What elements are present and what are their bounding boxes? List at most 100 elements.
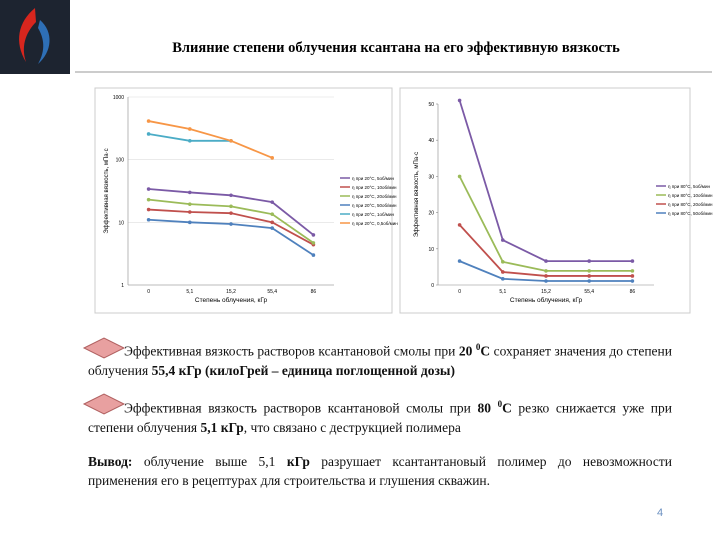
point [587,274,591,278]
point [544,269,548,273]
y-tick-label: 10 [118,220,124,226]
y-tick-label: 100 [116,158,125,164]
point [544,279,548,283]
x-tick-label: 5,1 [186,289,193,295]
x-tick-label: 55,4 [584,289,594,295]
point [146,187,151,191]
legend-label: η при 80°С, 50об/мин [668,211,713,216]
text: , что связано с деструкцией полимера [243,419,461,435]
page-number: 4 [657,507,663,519]
logo-flame [19,8,36,62]
text: С [502,400,512,416]
text: 80 [477,400,498,416]
y-tick-label: 1 [121,283,124,289]
text: сохраняет значения до степени облучения [88,343,672,378]
text: Вывод: [88,454,133,469]
y-tick-label: 30 [428,174,434,180]
legend-label: η при 20°С, 20об/мин [352,194,397,199]
point [146,119,151,123]
text: 5,1 кГр [200,419,244,435]
point [501,270,505,274]
point [311,241,316,245]
title: Влияние степени облучения ксантана на ег… [172,40,620,56]
point [188,202,192,206]
point [311,233,316,237]
text: облучение выше 5,1 [132,454,287,469]
x-tick-label: 5,1 [499,289,506,295]
text: 0 [497,399,503,409]
legend-label: η при 80°С, 5об/мин [668,184,710,189]
y-tick-label: 0 [431,283,434,289]
x-tick-label: 55,4 [267,289,277,295]
point [270,212,275,216]
point [229,204,233,209]
point [311,253,316,257]
x-tick-label: 0 [458,289,461,295]
point [270,156,275,160]
bullet [82,393,126,415]
point [457,259,462,263]
point [270,200,275,204]
y-tick-label: 10 [428,247,434,253]
y-tick-label: 40 [428,138,434,144]
point [630,259,635,263]
legend-label: η при 20°С, 0,5об/мин [352,221,398,226]
point [146,217,151,222]
point [501,238,505,242]
paragraph: Вывод: облучение выше 5,1 кГр разрушает … [88,452,672,490]
y-tick-label: 1000 [113,95,124,101]
x-tick-label: 86 [311,289,317,295]
point [188,210,192,214]
point [501,260,505,264]
point [457,223,462,227]
point [146,207,151,212]
point [630,269,635,273]
paragraph: Эффективная вязкость растворов ксантанов… [88,338,672,380]
x-tick-label: 86 [630,289,636,295]
text: 0 [475,342,481,352]
point [146,132,151,136]
point [501,277,505,281]
legend-label: η при 20°С, 1об/мин [352,212,394,217]
text: С [480,343,491,359]
legend-label: η при 20°С, 5об/мин [352,176,394,181]
point [188,190,192,195]
point [587,279,591,283]
text: разрушает ксантантановый полимер до нево… [88,454,673,488]
series-line [148,120,273,159]
point [630,274,635,278]
point [457,98,462,103]
text: кГр [286,454,310,469]
x-axis-label: Степень облучения, кГр [195,296,268,304]
point [544,274,548,278]
chart-frame [94,87,393,314]
point [229,139,233,143]
chart-frame [399,87,691,314]
y-tick-label: 50 [428,102,434,108]
legend-label: η при 20°С, 10об/мин [352,185,397,190]
x-tick-label: 15,2 [541,289,551,295]
point [188,127,192,131]
y-tick-label: 20 [428,211,434,217]
x-axis-label: Степень облучения, кГр [510,296,583,304]
legend-label: η при 80°С, 10об/мин [668,193,713,198]
point [229,222,233,226]
point [188,220,192,225]
point [270,220,275,225]
y-axis-label: Эффективная вязкость, мПа·с [104,148,110,233]
point [188,139,192,143]
text: Эффективная вязкость растворов ксантанов… [124,400,478,416]
text: резко снижается уже при степени облучени… [88,400,672,435]
legend-label: η при 80°С, 20об/мин [668,202,713,207]
point [587,259,591,263]
text: 20 [458,343,476,359]
paragraph: Эффективная вязкость растворов ксантанов… [88,395,672,437]
legend-label: η при 20°С, 50об/мин [352,203,397,208]
text: Эффективная вязкость растворов ксантанов… [124,343,459,359]
x-tick-label: 15,2 [226,289,236,295]
point [630,279,635,283]
point [229,211,233,215]
